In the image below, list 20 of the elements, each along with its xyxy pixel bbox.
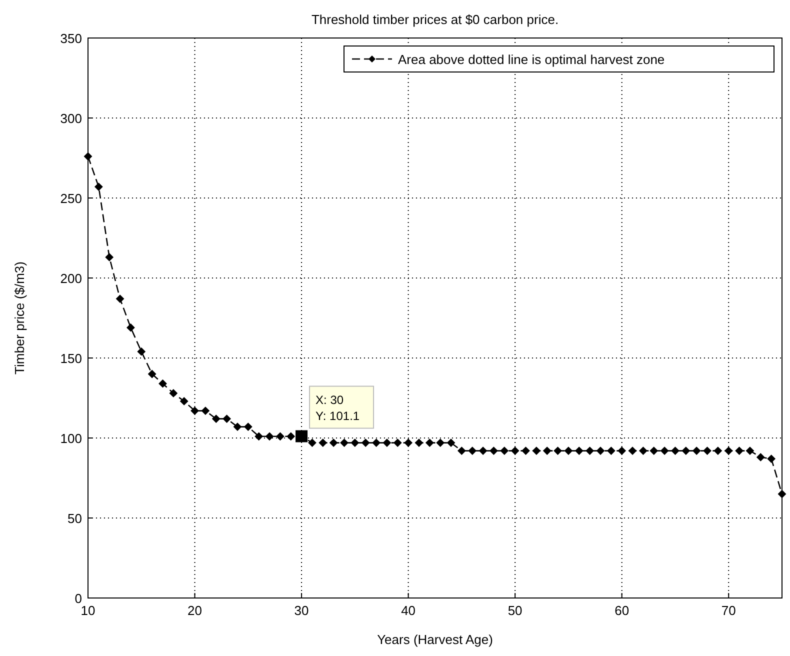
x-tick-label: 50 xyxy=(508,603,522,618)
annotation: X: 30 Y: 101.1 xyxy=(316,393,360,424)
x-tick-label: 20 xyxy=(188,603,202,618)
x-tick-label: 70 xyxy=(721,603,736,618)
y-tick-label: 150 xyxy=(60,351,82,366)
legend-label: Area above dotted line is optimal harvest zone xyxy=(398,52,665,67)
x-tick-label: 40 xyxy=(401,603,416,618)
x-tick-label: 60 xyxy=(614,603,630,618)
chart-title: Threshold timber prices at $0 carbon price. xyxy=(311,12,559,27)
y-tick-label: 100 xyxy=(60,431,82,446)
y-tick-label: 250 xyxy=(60,191,82,206)
y-tick-label: 50 xyxy=(68,511,82,526)
x-tick-label: 30 xyxy=(294,603,309,618)
y-tick-label: 200 xyxy=(60,271,82,286)
x-axis-title: Years (Harvest Age) xyxy=(377,632,493,647)
x-tick-label: 10 xyxy=(80,603,96,618)
y-tick-label: 350 xyxy=(60,31,82,46)
y-tick-label: 300 xyxy=(60,111,82,126)
y-tick-label: 0 xyxy=(74,591,82,606)
y-axis-title: Timber price ($/m3) xyxy=(12,262,27,374)
